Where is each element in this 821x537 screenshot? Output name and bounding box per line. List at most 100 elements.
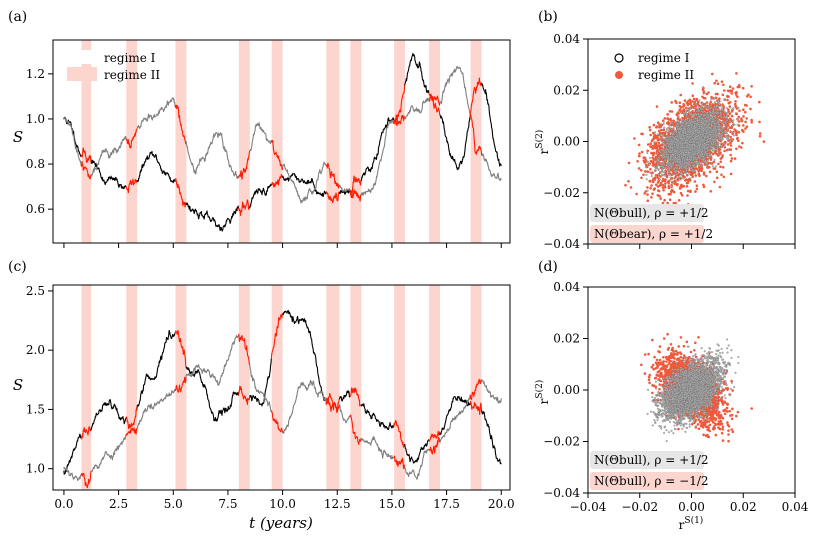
b-point [663, 174, 666, 177]
b-point [724, 136, 727, 139]
b-point [712, 167, 716, 170]
b-point [686, 102, 689, 105]
b-point [661, 186, 665, 189]
b-point [698, 166, 701, 169]
b-point [691, 169, 694, 172]
b-point [758, 134, 762, 138]
b-point [657, 164, 660, 167]
b-point [668, 124, 671, 127]
legend-swatch-regime2 [67, 67, 97, 81]
b-point [681, 173, 684, 176]
a-axes: 0.60.81.01.2 [26, 67, 502, 248]
b-point [714, 102, 717, 106]
b-point [680, 127, 683, 130]
b-point [683, 99, 687, 102]
b-point [679, 93, 682, 97]
b-point [709, 190, 713, 193]
b-point [710, 95, 713, 99]
b-point [646, 186, 649, 189]
b-point [698, 99, 701, 102]
b-point [732, 119, 735, 122]
b-point [744, 110, 747, 114]
a-ylabel: S [13, 128, 23, 146]
a-series-1-seg-1169 [428, 93, 441, 106]
b-point [640, 176, 643, 180]
b-point [728, 112, 732, 116]
b-point [658, 178, 661, 181]
c-xtick-label-7: 17.5 [433, 497, 460, 511]
a-series-1-seg-596 [249, 122, 272, 152]
b-point [727, 149, 730, 152]
b-point [736, 123, 739, 126]
b-point [729, 159, 733, 163]
b-point [656, 152, 659, 155]
a-series-1-seg-357 [174, 104, 187, 145]
b-point [659, 165, 662, 168]
b-point [689, 189, 692, 193]
b-point [667, 171, 670, 174]
b-point [657, 133, 660, 136]
b-point [714, 165, 717, 168]
b-point [666, 140, 669, 143]
b-point [706, 159, 709, 162]
b-point [691, 175, 694, 178]
b-point [742, 115, 745, 118]
b-point [726, 143, 730, 146]
c-series-0-seg-1205 [439, 396, 471, 436]
b-point [646, 189, 649, 192]
b-point [712, 131, 715, 134]
b-point [692, 97, 696, 101]
b-point [713, 81, 716, 85]
b-point [711, 103, 714, 106]
b-point [638, 154, 641, 158]
b-point [702, 96, 706, 100]
b-point [685, 174, 689, 177]
b-point [624, 183, 627, 187]
b-point [729, 135, 732, 139]
b-point [693, 100, 697, 104]
b-point [644, 170, 647, 173]
b-point [653, 141, 656, 144]
c-bear-band-0 [81, 285, 92, 490]
a-series-0-seg-88 [90, 159, 127, 190]
c-series-1-seg-0 [63, 466, 82, 482]
c-xtick-label-6: 15.0 [379, 497, 406, 511]
b-point [676, 183, 679, 186]
b-point [742, 124, 745, 127]
b-point [650, 139, 654, 143]
b-point [717, 162, 720, 166]
a-series-0-seg-1205 [439, 114, 471, 171]
c-series-1-seg-56 [80, 470, 92, 489]
b-point [667, 182, 670, 185]
b-point [647, 161, 650, 164]
c-series [63, 309, 502, 489]
b-point [679, 106, 683, 109]
b-point [708, 102, 712, 106]
b-point [716, 148, 719, 151]
b-point [638, 152, 641, 155]
b-point [694, 190, 697, 193]
c-series-1-seg-1302 [469, 378, 483, 400]
b-point [646, 143, 650, 146]
c-series-1-seg-596 [249, 365, 272, 413]
b-point [662, 135, 665, 138]
b-point [662, 128, 666, 132]
b-point [636, 160, 639, 163]
b-point [660, 145, 663, 148]
b-point [679, 191, 683, 195]
b-point [729, 130, 732, 133]
a-bear-band-3 [238, 40, 250, 243]
b-point [661, 170, 664, 173]
b-point [717, 105, 720, 108]
c-bear-band-4 [271, 285, 283, 490]
b-point [678, 108, 681, 112]
b-point [675, 113, 679, 117]
b-point [653, 165, 656, 168]
b-point [657, 189, 661, 193]
a-series-0-seg-560 [237, 199, 251, 216]
b-point [657, 144, 661, 148]
b-point [654, 136, 658, 140]
b-point [741, 86, 745, 90]
b-point [701, 110, 704, 113]
